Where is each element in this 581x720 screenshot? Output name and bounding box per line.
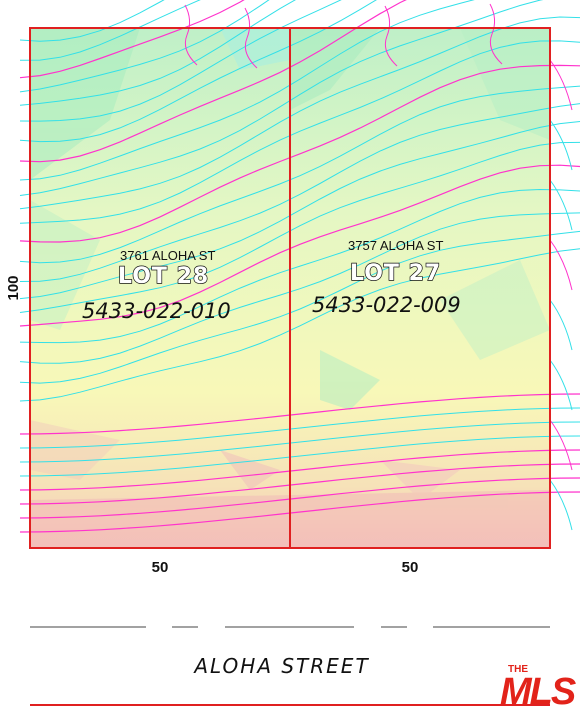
lot-27-apn: 5433-022-009 bbox=[312, 293, 461, 317]
depth-dimension: 100 bbox=[5, 275, 22, 300]
frontage-right-dimension: 50 bbox=[402, 559, 419, 576]
contour-line bbox=[19, 0, 377, 143]
contour-line bbox=[19, 463, 581, 505]
contour-line bbox=[19, 248, 581, 402]
contour-line bbox=[19, 435, 581, 477]
lot-27-number: LOT 27 bbox=[350, 261, 441, 286]
contour-line bbox=[19, 477, 581, 519]
contour-line bbox=[549, 179, 573, 231]
logo-mls: MLS bbox=[500, 671, 576, 713]
contour-line bbox=[19, 164, 581, 327]
contour-line bbox=[19, 40, 581, 224]
contour-line bbox=[19, 121, 581, 300]
contour-line bbox=[549, 419, 573, 471]
contour-line bbox=[19, 188, 581, 344]
contour-line bbox=[549, 119, 573, 171]
contour-line bbox=[549, 299, 573, 351]
contour-line bbox=[19, 449, 581, 491]
contour-line bbox=[549, 479, 573, 531]
contour-line bbox=[19, 0, 201, 61]
contour-line bbox=[19, 0, 245, 79]
contour-line bbox=[19, 64, 581, 243]
street-name: ALOHA STREET bbox=[192, 654, 369, 678]
contour-line bbox=[19, 0, 544, 196]
contour-line bbox=[184, 4, 198, 66]
contour-line bbox=[19, 0, 342, 122]
contour-line bbox=[549, 59, 573, 111]
contour-line bbox=[19, 0, 296, 106]
contour-line bbox=[19, 0, 407, 163]
lot-28-label-group: 3761 ALOHA ST LOT 28 5433-022-010 bbox=[82, 248, 231, 323]
lot-boundaries bbox=[29, 27, 551, 549]
contour-line bbox=[19, 491, 581, 533]
contour-line bbox=[549, 359, 573, 411]
contour-line bbox=[19, 230, 581, 384]
lot-28-number: LOT 28 bbox=[118, 264, 209, 289]
contour-line bbox=[19, 103, 581, 282]
contour-line bbox=[19, 85, 581, 264]
lot-27-label-group: 3757 ALOHA ST LOT 27 5433-022-009 bbox=[312, 238, 461, 317]
contour-line bbox=[244, 7, 258, 69]
contour-line bbox=[19, 0, 165, 42]
contour-lines bbox=[19, 0, 581, 533]
frontage-left-dimension: 50 bbox=[152, 559, 169, 576]
contour-line bbox=[19, 407, 581, 449]
lot-27-address: 3757 ALOHA ST bbox=[348, 238, 443, 253]
contour-line bbox=[19, 393, 581, 435]
contour-line bbox=[19, 421, 581, 463]
contour-line bbox=[384, 5, 398, 67]
contour-line bbox=[19, 212, 581, 364]
mls-logo: THE MLS bbox=[500, 664, 578, 713]
contour-line bbox=[489, 3, 503, 65]
lot-28-apn: 5433-022-010 bbox=[82, 299, 231, 323]
contour-line bbox=[19, 16, 581, 210]
contour-line bbox=[19, 141, 581, 313]
contour-line bbox=[19, 0, 475, 181]
contour-line bbox=[549, 239, 573, 291]
logo-the: THE bbox=[508, 664, 528, 675]
lot-28-address: 3761 ALOHA ST bbox=[120, 248, 215, 263]
contour-line bbox=[19, 0, 270, 93]
